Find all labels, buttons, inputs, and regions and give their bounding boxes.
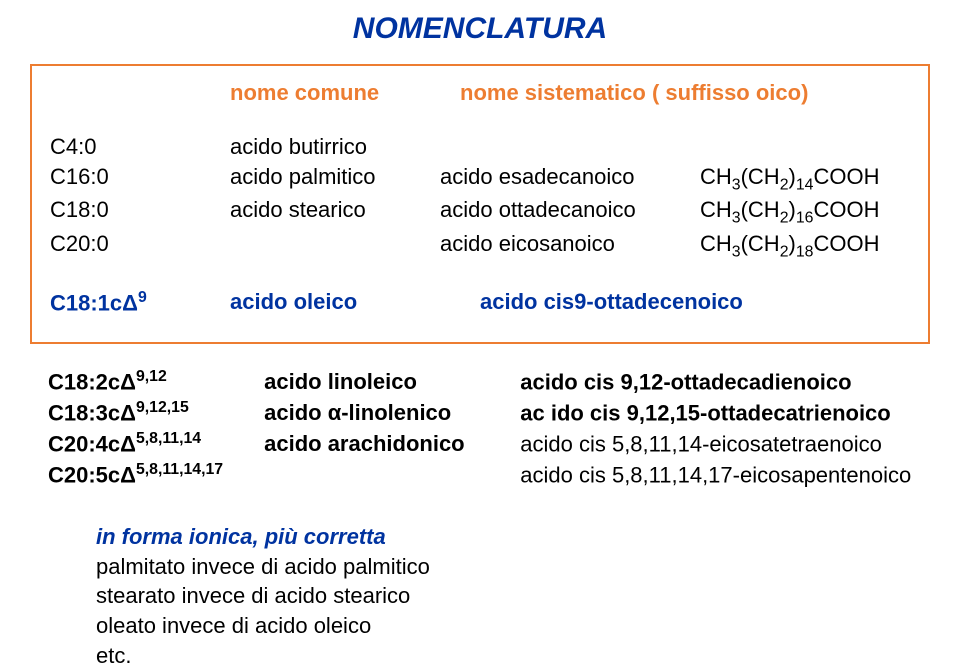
table-row: C18:0 acido stearico acido ottadecanoico… [50, 195, 910, 229]
name-cell: acido stearico [230, 195, 440, 229]
table-row: C16:0 acido palmitico acido esadecanoico… [50, 162, 910, 196]
code-cell: C18:0 [50, 195, 230, 229]
code-cell: C4:0 [50, 132, 230, 162]
name-cell: acido arachidonico [264, 429, 514, 459]
systematic-cell: acido cis 9,12-ottadecadienoico [520, 369, 851, 394]
poly-block: C18:2cΔ9,12 acido linoleico acido cis 9,… [48, 366, 960, 490]
systematic-cell: acido eicosanoico [440, 229, 700, 263]
footer-line: oleato invece di acido oleico [96, 611, 960, 641]
footer-block: in forma ionica, più corretta palmitato … [96, 522, 960, 670]
header-row: nome comune nome sistematico ( suffisso … [50, 80, 910, 106]
footer-lead: in forma ionica, più corretta [96, 522, 960, 552]
table-row: C20:0 acido eicosanoico CH3(CH2)18COOH [50, 229, 910, 263]
name-cell: acido α-linolenico [264, 398, 514, 428]
formula-cell: CH3(CH2)18COOH [700, 229, 879, 263]
table-row: C20:5cΔ5,8,11,14,17 acido cis 5,8,11,14,… [48, 459, 960, 490]
systematic-cell: acido esadecanoico [440, 162, 700, 196]
code-cell: C16:0 [50, 162, 230, 196]
systematic-cell: ac ido cis 9,12,15-ottadecatrienoico [520, 400, 890, 425]
header-common-name: nome comune [230, 80, 460, 106]
footer-line: palmitato invece di acido palmitico [96, 552, 960, 582]
header-systematic-name: nome sistematico ( suffisso oico) [460, 80, 808, 106]
table-row: C18:2cΔ9,12 acido linoleico acido cis 9,… [48, 366, 960, 397]
systematic-cell: acido cis9-ottadecenoico [480, 287, 743, 318]
footer-line: stearato invece di acido stearico [96, 581, 960, 611]
systematic-cell: acido cis 5,8,11,14-eicosatetraenoico [520, 431, 882, 456]
nomenclature-box: nome comune nome sistematico ( suffisso … [30, 64, 930, 344]
formula-cell: CH3(CH2)16COOH [700, 195, 879, 229]
blue-row: C18:1cΔ9 acido oleico acido cis9-ottadec… [50, 287, 910, 318]
name-cell: acido oleico [230, 287, 480, 318]
code-cell: C20:0 [50, 229, 230, 263]
table-row: C4:0 acido butirrico [50, 132, 910, 162]
name-cell: acido linoleico [264, 367, 514, 397]
code-cell: C18:2cΔ9,12 [48, 366, 258, 397]
code-cell: C18:1cΔ9 [50, 287, 230, 318]
code-cell: C20:5cΔ5,8,11,14,17 [48, 459, 258, 490]
table-row: C20:4cΔ5,8,11,14 acido arachidonico acid… [48, 428, 960, 459]
page-title: NOMENCLATURA [0, 0, 960, 46]
formula-cell: CH3(CH2)14COOH [700, 162, 879, 196]
systematic-cell: acido ottadecanoico [440, 195, 700, 229]
table-row: C18:3cΔ9,12,15 acido α-linolenico ac ido… [48, 397, 960, 428]
name-cell: acido palmitico [230, 162, 440, 196]
footer-line: etc. [96, 641, 960, 671]
systematic-cell: acido cis 5,8,11,14,17-eicosapentenoico [520, 462, 911, 487]
name-cell: acido butirrico [230, 132, 620, 162]
code-cell: C20:4cΔ5,8,11,14 [48, 428, 258, 459]
code-cell: C18:3cΔ9,12,15 [48, 397, 258, 428]
